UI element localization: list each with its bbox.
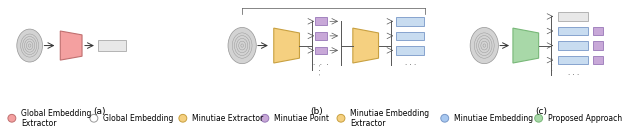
FancyBboxPatch shape [316, 47, 327, 54]
Ellipse shape [17, 29, 42, 62]
Ellipse shape [534, 114, 543, 122]
Text: · · ·: · · · [568, 72, 579, 78]
Ellipse shape [228, 27, 256, 64]
FancyBboxPatch shape [559, 41, 588, 50]
FancyBboxPatch shape [98, 40, 125, 51]
Text: · · ·: · · · [318, 64, 324, 75]
FancyBboxPatch shape [559, 27, 588, 35]
Text: (b): (b) [310, 107, 323, 116]
Text: Global Embedding: Global Embedding [103, 114, 173, 123]
Ellipse shape [337, 114, 345, 122]
FancyBboxPatch shape [559, 56, 588, 64]
Polygon shape [60, 31, 82, 60]
FancyBboxPatch shape [593, 27, 603, 35]
Ellipse shape [470, 27, 499, 64]
FancyBboxPatch shape [396, 31, 424, 40]
FancyBboxPatch shape [396, 17, 424, 26]
FancyBboxPatch shape [559, 12, 588, 21]
Text: Minutiae Extractor: Minutiae Extractor [192, 114, 263, 123]
FancyBboxPatch shape [316, 17, 327, 25]
Ellipse shape [441, 114, 449, 122]
Ellipse shape [8, 114, 16, 122]
Text: Minutiae Embedding
Extractor: Minutiae Embedding Extractor [350, 109, 429, 128]
Text: Global Embedding
Extractor: Global Embedding Extractor [20, 109, 91, 128]
Text: · · ·: · · · [404, 62, 416, 68]
Text: (c): (c) [535, 107, 547, 116]
Ellipse shape [261, 114, 269, 122]
FancyBboxPatch shape [593, 56, 603, 64]
Text: Minutiae Embedding: Minutiae Embedding [454, 114, 532, 123]
Text: ·
·
·: · · · [550, 57, 552, 73]
Text: (a): (a) [93, 107, 106, 116]
FancyBboxPatch shape [316, 32, 327, 40]
Text: ·  ·  ·: · · · [314, 62, 329, 68]
Polygon shape [274, 28, 300, 63]
Polygon shape [353, 28, 378, 63]
Ellipse shape [90, 114, 98, 122]
Text: Proposed Approach: Proposed Approach [548, 114, 621, 123]
Text: Minutiae Point: Minutiae Point [274, 114, 329, 123]
Ellipse shape [179, 114, 187, 122]
Polygon shape [513, 28, 539, 63]
FancyBboxPatch shape [593, 41, 603, 50]
FancyBboxPatch shape [396, 46, 424, 55]
